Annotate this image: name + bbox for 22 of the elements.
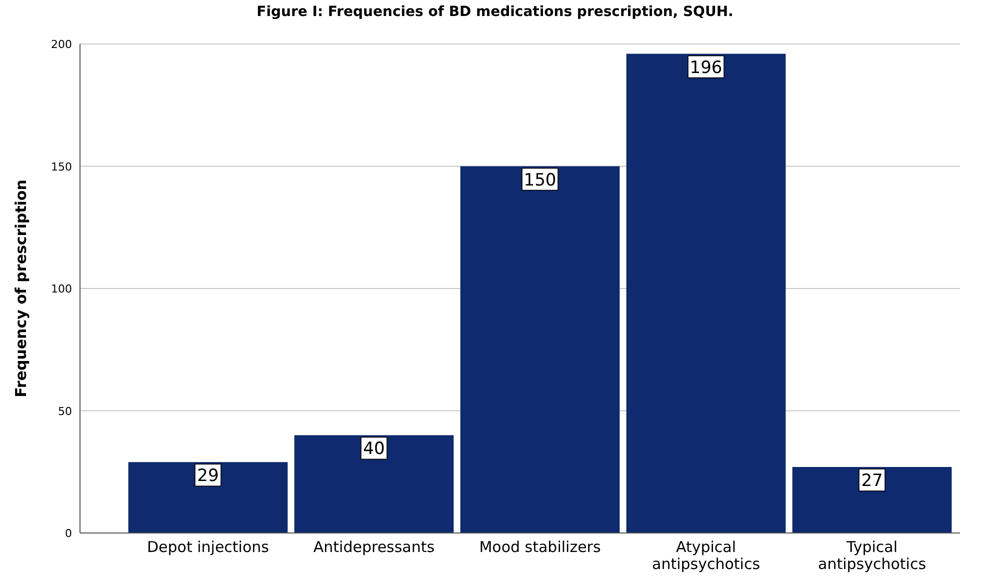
bar: [792, 466, 952, 533]
bar: [294, 435, 454, 533]
data-label: 29: [197, 466, 219, 486]
x-tick-label: Depot injections: [146, 538, 270, 556]
x-tick-label: Mood stabilizers: [479, 538, 601, 556]
x-tick-label: Antidepressants: [313, 538, 435, 556]
y-tick-label: 200: [51, 38, 72, 51]
y-tick-label: 150: [51, 160, 72, 174]
chart-title: Figure I: Frequencies of BD medications prescription, SQUH.: [256, 4, 734, 20]
y-tick-label: 100: [51, 282, 72, 296]
bar: [460, 166, 620, 533]
y-axis-title: Frequency of prescription: [12, 180, 30, 398]
bar: [626, 54, 786, 533]
x-tick-label: Atypical antipsychotics: [652, 538, 760, 573]
bar: [128, 462, 288, 533]
data-label: 40: [363, 439, 385, 460]
data-label: 27: [861, 470, 883, 491]
y-tick-label: 50: [58, 404, 72, 418]
data-label: 196: [690, 58, 722, 78]
x-tick-label: Typical antipsychotics: [818, 538, 926, 573]
y-tick-label: 0: [65, 527, 72, 540]
data-label: 150: [524, 170, 556, 190]
